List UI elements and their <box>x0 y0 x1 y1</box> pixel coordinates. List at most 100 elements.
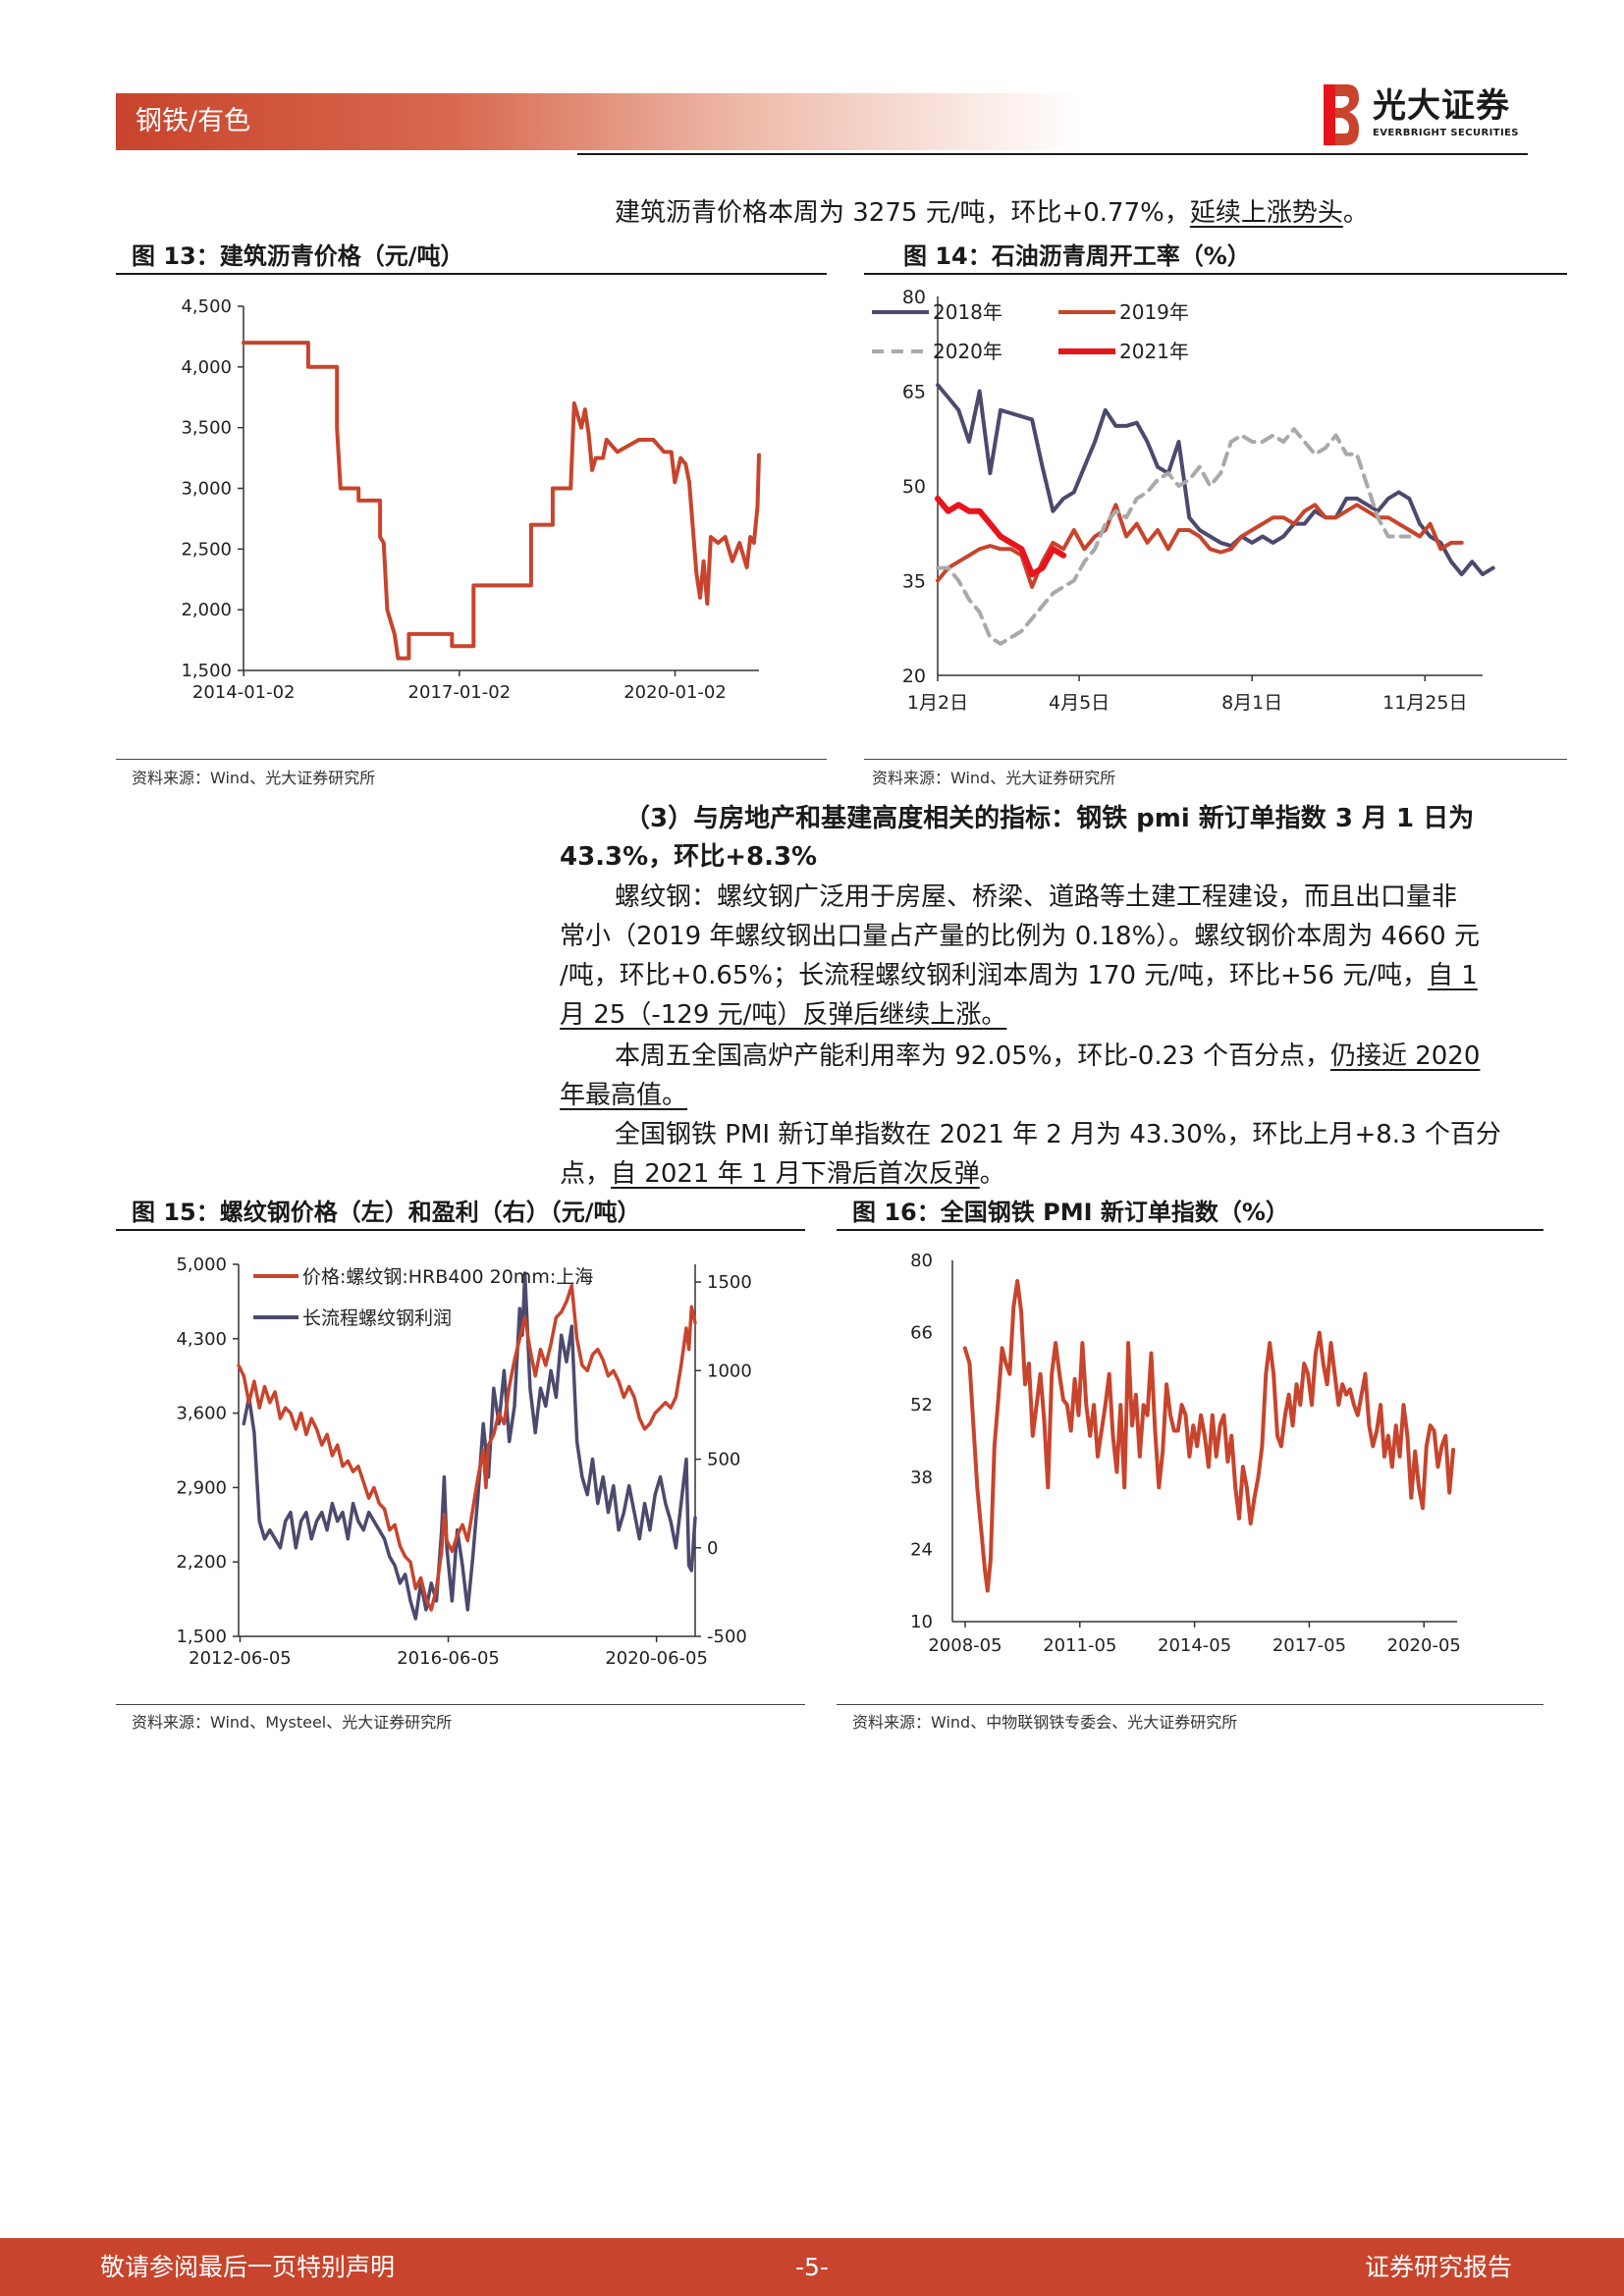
fig13-chart: 1,500 2,000 2,500 3,000 3,500 4,000 4,500 2014-… <box>181 296 761 703</box>
fig13-y-tick-label: 4,500 <box>181 296 232 317</box>
rebar-para-line3: /吨，环比+0.65%；长流程螺纹钢利润本周为 170 元/吨，环比+56 元/… <box>560 956 1478 995</box>
fig15-source: 资料来源：Wind、Mysteel、光大证券研究所 <box>132 1713 453 1732</box>
fig13-y-tick-label: 4,000 <box>181 357 232 378</box>
fig14-y-tick-label: 50 <box>902 476 926 498</box>
page-number: -5- <box>795 2253 829 2281</box>
fig14-chart: 20 35 50 65 80 1月2日 4月5日 8月1日 11月25日 2018年 2019年 20… <box>872 287 1495 714</box>
fig14-legend-label: 2021年 <box>1119 340 1189 363</box>
brand-logo-icon <box>1324 84 1359 145</box>
fig15-x-tick-label: 2012-06-05 <box>189 1648 292 1669</box>
fig16-y-tick-label: 38 <box>910 1468 933 1488</box>
fig14-title: 图 14：石油沥青周开工率（%） <box>903 242 1251 270</box>
fig16-x-tick-label: 2008-05 <box>928 1635 1001 1656</box>
fig13-title-rule <box>116 273 827 275</box>
fig13-source-rule <box>116 759 827 760</box>
section3-heading-line2: 43.3%，环比+8.3% <box>560 842 818 872</box>
fig14-x-tick-label: 8月1日 <box>1221 692 1282 714</box>
fig16-source-rule <box>837 1704 1543 1705</box>
fig14-x-tick-label: 11月25日 <box>1382 692 1467 714</box>
pmi-para-line1: 全国钢铁 PMI 新订单指数在 2021 年 2 月为 43.30%，环比上月+… <box>615 1120 1501 1149</box>
fig13-title: 图 13：建筑沥青价格（元/吨） <box>132 242 464 270</box>
fig16-source: 资料来源：Wind、中物联钢铁专委会、光大证券研究所 <box>852 1713 1238 1732</box>
fig15-source-rule <box>116 1704 805 1705</box>
fig15-left-tick-label: 1,500 <box>176 1627 227 1647</box>
fig15-legend-label: 价格:螺纹钢:HRB400 20mm:上海 <box>302 1266 593 1288</box>
blast-furnace-line2: 年最高值。 <box>560 1081 688 1110</box>
fig15-chart: 1,500 2,200 2,900 3,600 4,300 5,000 -500 0 500 10… <box>176 1255 752 1669</box>
blast-furnace-line1-text: 本周五全国高炉产能利用率为 92.05%，环比-0.23 个百分点， <box>615 1041 1330 1071</box>
fig13-x-tick-label: 2017-01-02 <box>408 682 512 703</box>
fig13-y-tick-label: 2,500 <box>181 539 232 560</box>
fig16-title-rule <box>837 1229 1543 1231</box>
fig14-y-tick-label: 65 <box>902 382 926 403</box>
pmi-para-line2-text: 点， <box>560 1159 612 1189</box>
fig14-x-tick-label: 1月2日 <box>907 692 968 714</box>
rebar-para-line3-underlined: 自 1 <box>1427 961 1478 990</box>
fig14-legend-label: 2018年 <box>933 300 1002 324</box>
fig14-series-3 <box>936 427 1412 646</box>
fig14-source-rule <box>864 759 1567 760</box>
section3-heading-line1: （3）与房地产和基建高度相关的指标：钢铁 pmi 新订单指数 3 月 1 日为 <box>624 804 1475 833</box>
fig13-x-tick-label: 2020-01-02 <box>623 682 727 703</box>
fig15-title-rule <box>116 1229 805 1231</box>
fig13-series-line <box>242 341 761 661</box>
intro-paragraph: 建筑沥青价格本周为 3275 元/吨，环比+0.77%，延续上涨势头。 <box>615 193 1369 233</box>
footer-report-type: 证券研究报告 <box>1365 2253 1513 2281</box>
fig16-chart: 10 24 38 52 66 80 2008-05 2011-05 2014-05 2017-05… <box>910 1251 1461 1656</box>
header-rule <box>577 153 1528 155</box>
fig16-y-tick-label: 24 <box>910 1539 933 1560</box>
fig15-left-tick-label: 4,300 <box>176 1329 227 1350</box>
rebar-para-line3-text: /吨，环比+0.65%；长流程螺纹钢利润本周为 170 元/吨，环比+56 元/… <box>560 961 1428 990</box>
fig15-right-tick-label: -500 <box>707 1627 747 1647</box>
fig14-legend-label: 2019年 <box>1119 300 1189 324</box>
fig16-y-tick-label: 10 <box>910 1612 933 1632</box>
pmi-para-line2-underlined: 自 2021 年 1 月下滑后首次反弹 <box>611 1159 980 1189</box>
fig15-left-tick-label: 5,000 <box>176 1255 227 1275</box>
fig16-x-tick-label: 2020-05 <box>1387 1635 1461 1656</box>
fig13-y-tick-label: 3,500 <box>181 418 232 439</box>
fig16-x-tick-label: 2017-05 <box>1272 1635 1346 1656</box>
fig16-x-tick-label: 2011-05 <box>1043 1635 1116 1656</box>
fig14-y-tick-label: 20 <box>902 666 926 687</box>
rebar-para-line1: 螺纹钢：螺纹钢广泛用于房屋、桥梁、道路等土建工程建设，而且出口量非 <box>615 882 1458 912</box>
intro-tail: 。 <box>1342 198 1369 228</box>
fig13-y-tick-label: 2,000 <box>181 600 232 620</box>
blast-furnace-line1-underlined: 仍接近 2020 <box>1329 1041 1481 1071</box>
fig13-y-tick-label: 3,000 <box>181 479 232 500</box>
rebar-para-line2: 常小（2019 年螺纹钢出口量占产量的比例为 0.18%）。螺纹钢价本周为 46… <box>560 922 1480 951</box>
fig16-y-tick-label: 52 <box>910 1395 933 1415</box>
fig15-price-line <box>237 1283 697 1612</box>
fig13-x-tick-label: 2014-01-02 <box>192 682 296 703</box>
fig16-y-tick-label: 80 <box>910 1251 933 1271</box>
rebar-para-line4: 月 25（-129 元/吨）反弹后继续上涨。 <box>560 1000 1007 1030</box>
intro-text: 建筑沥青价格本周为 3275 元/吨，环比+0.77%， <box>615 198 1190 228</box>
fig15-x-tick-label: 2016-06-05 <box>397 1648 500 1669</box>
brand-logo-english: EVERBRIGHT SECURITIES <box>1373 128 1519 138</box>
fig16-x-tick-label: 2014-05 <box>1158 1635 1231 1656</box>
fig15-right-tick-label: 500 <box>707 1450 740 1470</box>
fig14-y-tick-label: 80 <box>902 287 926 308</box>
fig14-series-1 <box>936 383 1495 577</box>
fig15-left-tick-label: 2,200 <box>176 1552 227 1573</box>
fig15-left-tick-label: 2,900 <box>176 1477 227 1498</box>
fig15-right-tick-label: 1000 <box>707 1361 752 1381</box>
intro-underlined: 延续上涨势头 <box>1189 198 1343 228</box>
fig14-series-4 <box>935 495 1067 578</box>
footer-band <box>0 2238 1624 2296</box>
fig14-legend-label: 2020年 <box>933 340 1002 363</box>
fig13-y-tick-label: 1,500 <box>181 661 232 681</box>
fig14-y-tick-label: 35 <box>902 571 926 593</box>
fig15-left-tick-label: 3,600 <box>176 1404 227 1424</box>
section-title: 钢铁/有色 <box>135 106 251 136</box>
fig13-source: 资料来源：Wind、光大证券研究所 <box>132 769 376 787</box>
fig15-legend-label: 长流程螺纹钢利润 <box>302 1308 452 1329</box>
fig16-y-tick-label: 66 <box>910 1323 933 1344</box>
fig15-right-tick-label: 0 <box>707 1538 718 1559</box>
pmi-para-line2-tail: 。 <box>979 1159 1005 1189</box>
fig15-x-tick-label: 2020-06-05 <box>605 1648 708 1669</box>
brand-logo-text: 光大证券 <box>1373 86 1510 126</box>
fig14-series-2 <box>936 503 1464 589</box>
fig14-title-rule <box>864 273 1567 275</box>
fig16-series-line <box>962 1279 1456 1593</box>
blast-furnace-line1: 本周五全国高炉产能利用率为 92.05%，环比-0.23 个百分点，仍接近 20… <box>615 1037 1480 1076</box>
